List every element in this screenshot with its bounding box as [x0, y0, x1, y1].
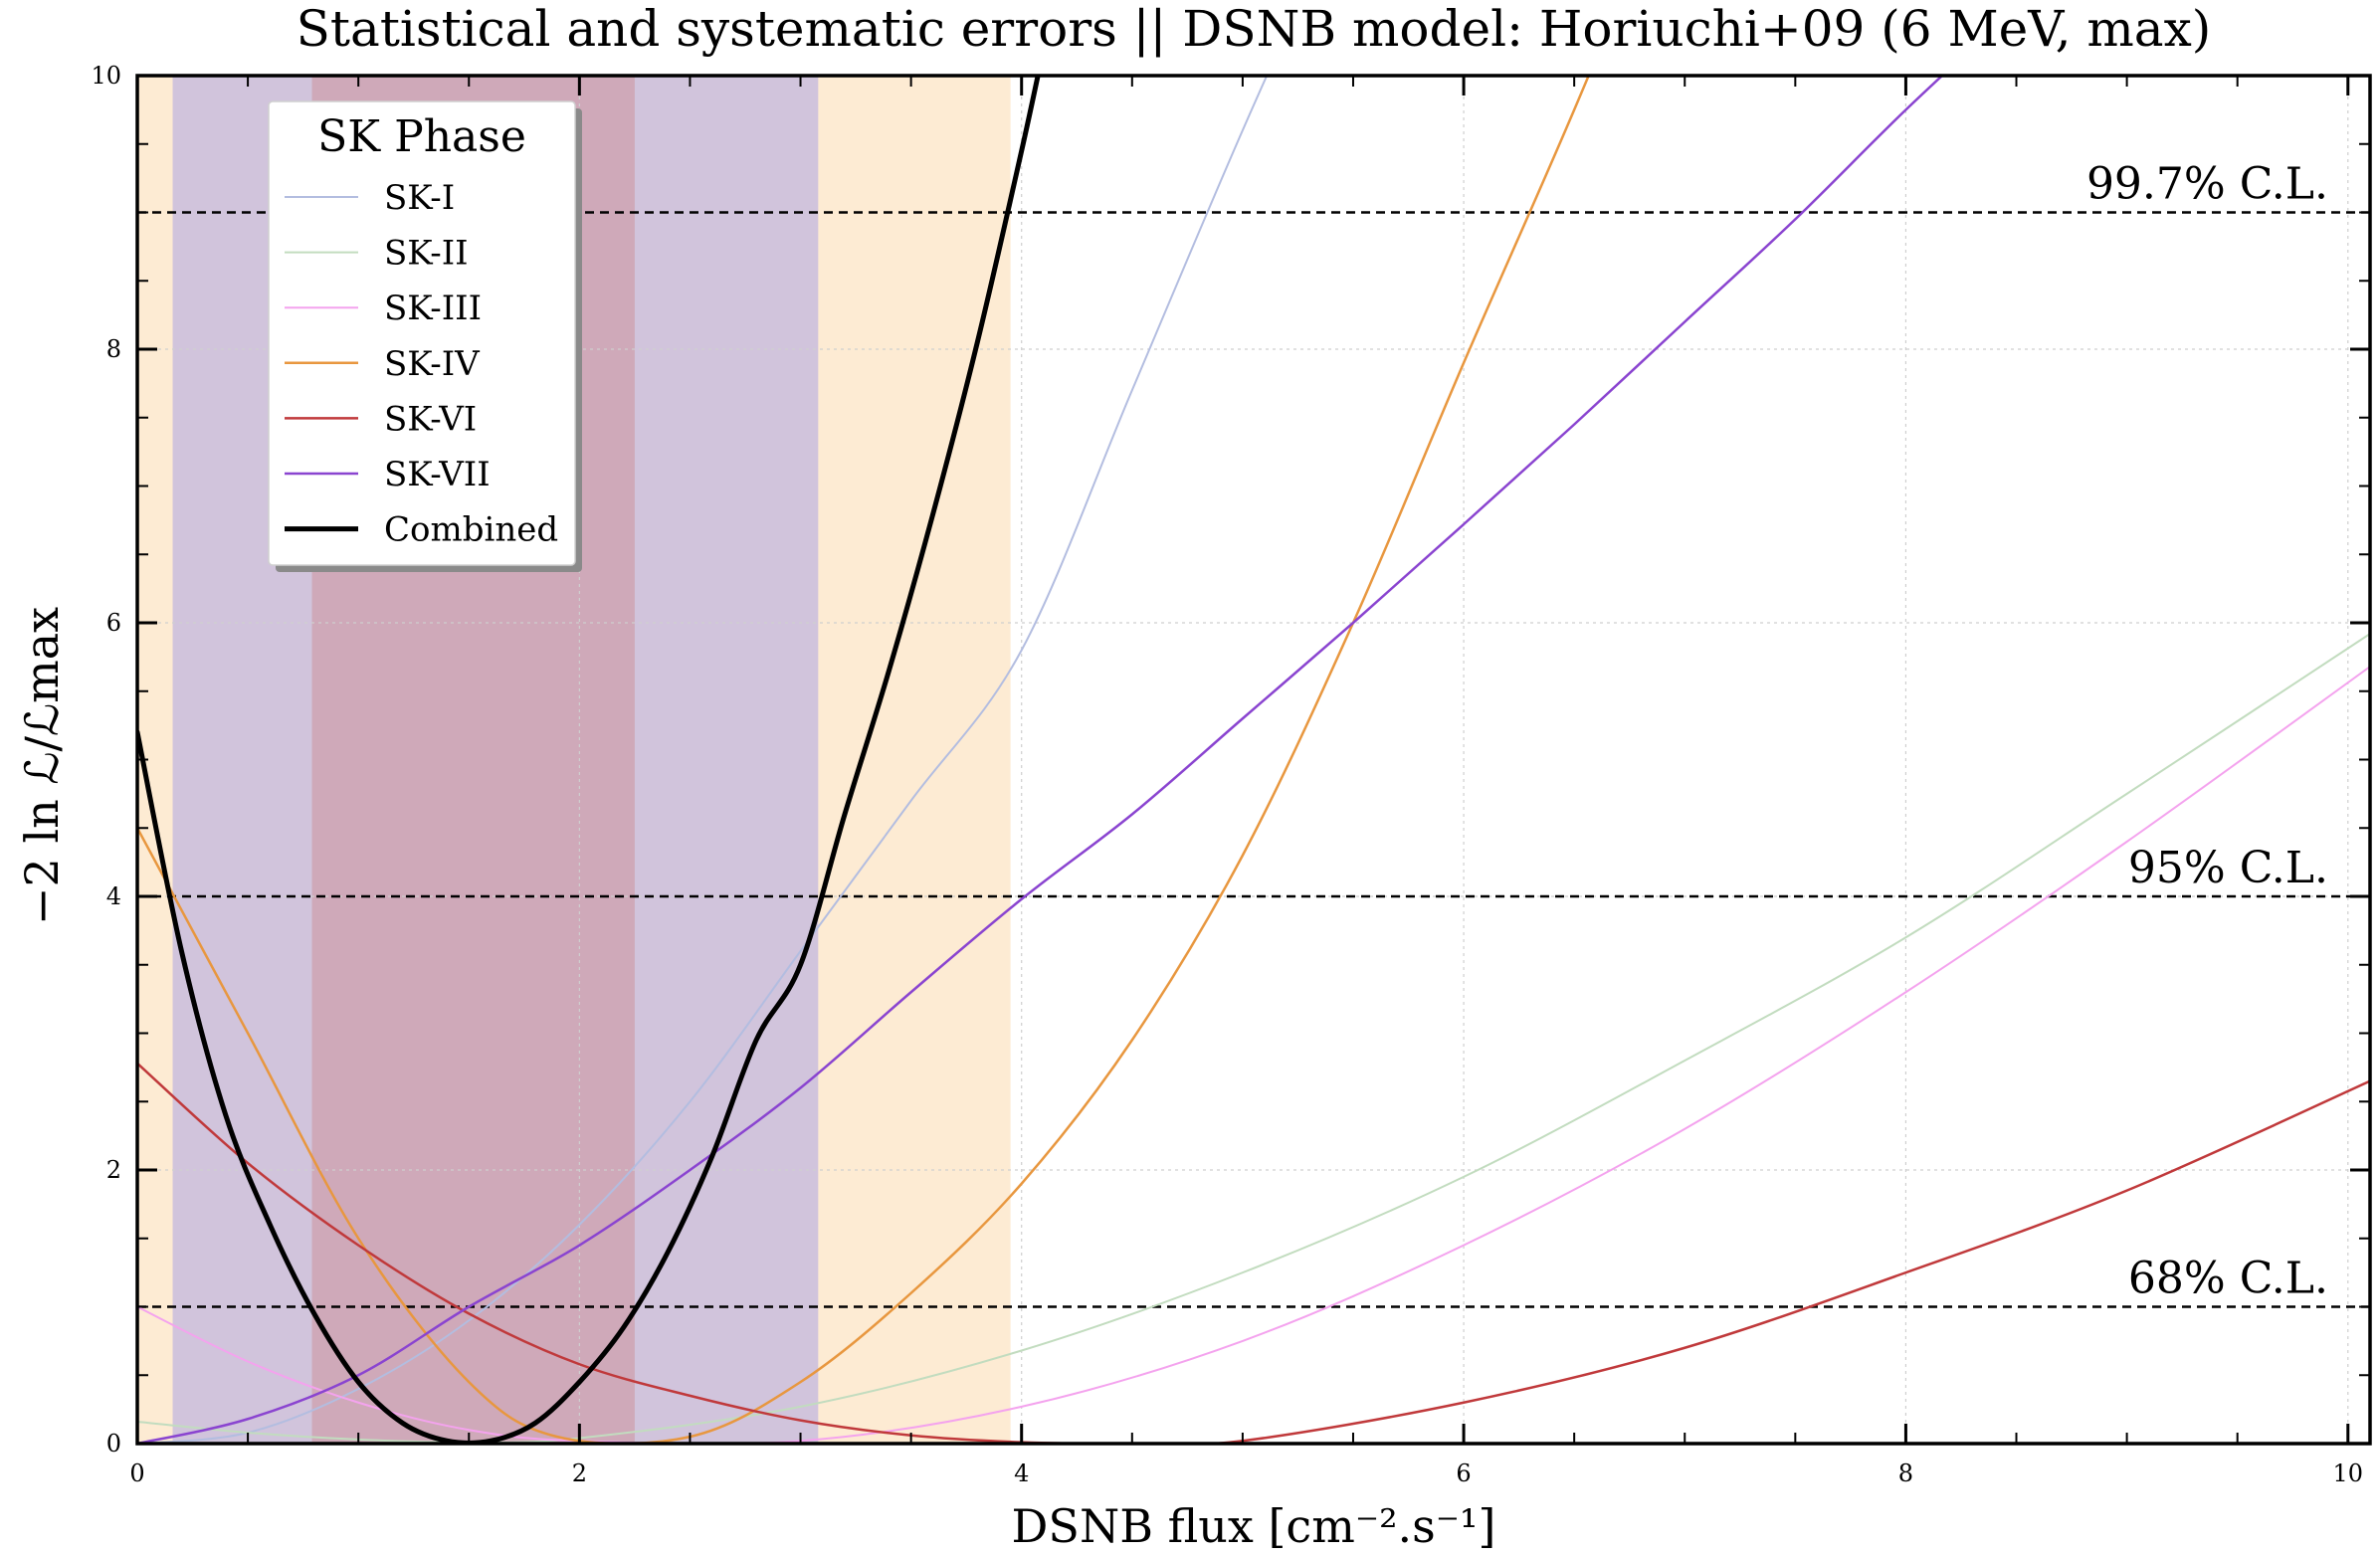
y-tick-label: 0 [106, 1430, 121, 1458]
series-line-sk-ii [137, 633, 2370, 1444]
cl-label: 95% C.L. [2128, 843, 2328, 893]
legend-label-combined: Combined [384, 510, 558, 550]
x-tick-label: 8 [1898, 1459, 1913, 1487]
confidence-level-lines: 68% C.L. 95% C.L. 99.7% C.L. [137, 159, 2370, 1308]
x-tick-label: 0 [129, 1459, 144, 1487]
legend-label-sk-i: SK-I [384, 178, 455, 218]
x-tick-label: 10 [2333, 1459, 2364, 1487]
legend-box [268, 100, 576, 566]
x-tick-label: 6 [1456, 1459, 1471, 1487]
series-line-combined [137, 76, 1041, 1444]
series-line-sk-iv [137, 76, 1591, 1444]
x-axis-title: DSNB flux [cm⁻².s⁻¹] [1012, 1499, 1496, 1553]
series-line-sk-vii [137, 76, 1944, 1444]
legend-title: SK Phase [317, 111, 526, 162]
series-line-sk-i [137, 76, 1269, 1444]
y-tick-label: 4 [106, 882, 121, 910]
legend-label-sk-iii: SK-III [384, 289, 482, 328]
legend-label-sk-vii: SK-VII [384, 455, 491, 494]
legend: SK Phase SK-I SK-II SK-III SK-IV SK-VI SK-VII C… [268, 100, 582, 572]
axes [135, 74, 2372, 1446]
x-tick-label: 2 [572, 1459, 587, 1487]
cl-label: 68% C.L. [2128, 1254, 2328, 1304]
legend-label-sk-iv: SK-IV [384, 344, 481, 384]
tick-labels: 0 2 4 6 8 10 0 2 4 6 8 10 [91, 62, 2363, 1487]
y-axis-title: −2 ln ℒ/ℒmax [15, 607, 69, 925]
x-tick-label: 4 [1014, 1459, 1029, 1487]
legend-label-sk-vi: SK-VI [384, 399, 477, 439]
chart-title: Statistical and systematic errors || DSN… [297, 0, 2212, 58]
y-tick-label: 2 [106, 1156, 121, 1184]
series-line-sk-iii [137, 666, 2370, 1444]
y-tick-label: 10 [91, 62, 121, 90]
legend-label-sk-ii: SK-II [384, 234, 469, 274]
cl-label: 99.7% C.L. [2086, 159, 2328, 210]
y-tick-label: 6 [106, 609, 121, 637]
y-tick-label: 8 [106, 335, 121, 363]
